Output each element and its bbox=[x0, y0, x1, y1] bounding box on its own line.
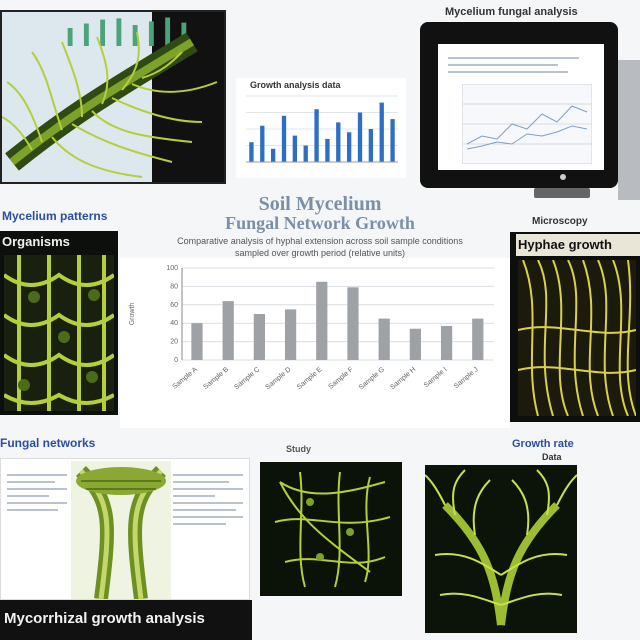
right-hyphae-panel: Hyphae growth bbox=[510, 232, 640, 422]
y-tick-label: 100 bbox=[166, 265, 178, 272]
center-mycelium-panel bbox=[260, 462, 402, 596]
monitor-document bbox=[438, 44, 604, 86]
right-panel-title-box: Hyphae growth bbox=[516, 234, 640, 256]
x-tick-label: Sample J bbox=[453, 366, 480, 390]
y-tick-label: 40 bbox=[170, 320, 178, 327]
monitor-frame bbox=[420, 22, 618, 188]
monitor-power-led bbox=[560, 174, 566, 180]
bottom-banner: Mycorrhizal growth analysis bbox=[0, 600, 252, 640]
bar bbox=[116, 18, 121, 46]
bar bbox=[254, 314, 265, 360]
y-tick-label: 60 bbox=[170, 302, 178, 309]
top-left-caption: Mycelium patterns bbox=[2, 209, 107, 223]
top-left-mycelium-image bbox=[0, 10, 226, 184]
bar bbox=[149, 21, 154, 46]
monitor-side-device bbox=[618, 60, 640, 200]
right-mid-sub: Data bbox=[542, 452, 562, 462]
bar bbox=[84, 24, 89, 47]
y-tick-label: 0 bbox=[174, 357, 178, 364]
bar bbox=[249, 142, 253, 162]
mycelium-network-icon bbox=[260, 462, 402, 596]
bar bbox=[336, 122, 340, 162]
bar bbox=[472, 319, 483, 360]
y-axis-label: Growth bbox=[129, 303, 136, 326]
left-panel-title-box: Organisms bbox=[0, 231, 118, 253]
bar bbox=[347, 287, 358, 360]
small-chart-panel: Growth analysis data bbox=[236, 78, 406, 178]
bottom-banner-label: Mycorrhizal growth analysis bbox=[0, 600, 252, 637]
monitor-stand bbox=[534, 188, 590, 198]
x-tick-label: Sample G bbox=[358, 366, 386, 391]
bar bbox=[390, 119, 394, 162]
subtitle-line2: sampled over growth period (relative uni… bbox=[180, 248, 460, 258]
x-tick-label: Sample A bbox=[171, 366, 199, 391]
center-small-caption: Study bbox=[286, 444, 311, 454]
bar bbox=[68, 28, 73, 46]
subtitle-line1: Comparative analysis of hyphal extension… bbox=[140, 236, 500, 246]
bar bbox=[285, 309, 296, 360]
bar bbox=[304, 146, 308, 163]
bar bbox=[314, 109, 318, 162]
bar bbox=[410, 329, 421, 360]
x-tick-label: Sample D bbox=[264, 366, 292, 391]
x-tick-label: Sample H bbox=[389, 366, 417, 391]
bar bbox=[293, 136, 297, 162]
left-organism-panel: Organisms bbox=[0, 231, 118, 415]
x-tick-label: Sample B bbox=[202, 366, 230, 391]
x-tick-label: Sample F bbox=[327, 366, 354, 391]
left-panel-title: Organisms bbox=[0, 231, 118, 252]
x-tick-label: Sample C bbox=[233, 366, 261, 391]
bar bbox=[191, 323, 202, 360]
bar bbox=[223, 301, 234, 360]
bar bbox=[380, 103, 384, 162]
monitor-screen bbox=[438, 44, 604, 170]
bar bbox=[100, 20, 105, 46]
right-mid-caption: Growth rate bbox=[512, 438, 574, 450]
right-panel-title: Hyphae growth bbox=[516, 234, 640, 255]
lattice-mycelium-icon bbox=[4, 255, 114, 411]
document-left-column bbox=[7, 469, 67, 516]
bar bbox=[347, 132, 351, 162]
right-panel-small-label: Microscopy bbox=[532, 216, 588, 227]
small-chart-title: Growth analysis data bbox=[250, 80, 341, 90]
bar bbox=[325, 139, 329, 162]
mycelium-illustration-icon bbox=[2, 12, 224, 182]
bar bbox=[282, 116, 286, 162]
y-tick-label: 80 bbox=[170, 283, 178, 290]
hyphae-strands-icon bbox=[518, 260, 636, 416]
main-chart-panel: 100 80 60 40 20 0 Growth Sample A Sample B Sample… bbox=[120, 258, 510, 428]
root-structure-icon bbox=[71, 461, 171, 599]
mid-left-caption: Fungal networks bbox=[0, 436, 95, 450]
bottom-right-mycelium-panel bbox=[425, 465, 577, 633]
bottom-left-document bbox=[0, 458, 250, 600]
top-monitor-caption: Mycelium fungal analysis bbox=[445, 6, 578, 18]
bar bbox=[441, 326, 452, 360]
fungal-tree-icon bbox=[425, 465, 577, 633]
x-tick-label: Sample E bbox=[296, 366, 324, 391]
bar bbox=[358, 113, 362, 163]
monitor-chart bbox=[462, 84, 592, 164]
bar bbox=[260, 126, 264, 162]
bar bbox=[271, 149, 275, 162]
main-title-line2: Fungal Network Growth bbox=[150, 213, 490, 234]
bar bbox=[369, 129, 373, 162]
small-bar-chart bbox=[236, 92, 406, 178]
bar bbox=[165, 18, 170, 47]
bar bbox=[316, 282, 327, 360]
y-tick-label: 20 bbox=[170, 339, 178, 346]
bar bbox=[379, 319, 390, 360]
document-right-column bbox=[173, 469, 243, 530]
x-tick-label: Sample I bbox=[423, 366, 449, 389]
